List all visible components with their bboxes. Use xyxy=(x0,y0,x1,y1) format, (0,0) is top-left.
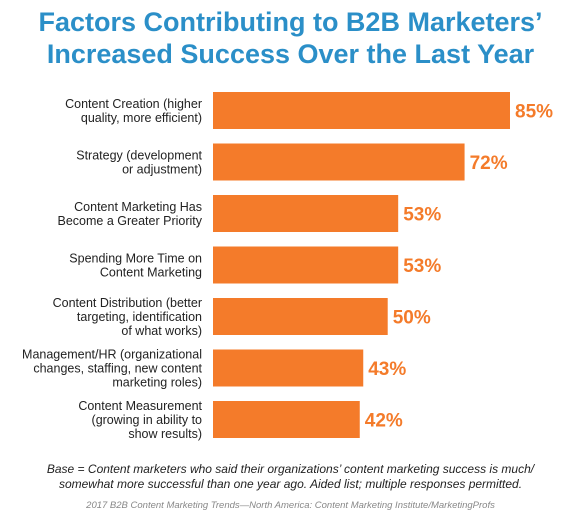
category-label-1: Strategy (development or adjustment) xyxy=(76,149,202,177)
value-label-4: 50% xyxy=(393,308,431,329)
category-label-5: Management/HR (organizational changes, st… xyxy=(22,348,202,390)
chart-title-line-1: Factors Contributing to B2B Marketers’ xyxy=(38,7,543,37)
footnote-line-1: Base = Content marketers who said their … xyxy=(46,462,535,476)
bar-6 xyxy=(213,401,360,438)
value-label-1: 72% xyxy=(470,153,508,174)
chart-title-line-2: Increased Success Over the Last Year xyxy=(46,39,535,69)
footnote: Base = Content marketers who said their … xyxy=(0,462,581,492)
category-label-2: Content Marketing Has Become a Greater Pr… xyxy=(58,200,203,228)
category-label-0: Content Creation (higher quality, more ef… xyxy=(65,97,202,125)
chart-title: Factors Contributing to B2B Marketers’ I… xyxy=(0,6,581,70)
category-label-6: Content Measurement (growing in ability t… xyxy=(78,399,202,441)
value-label-0: 85% xyxy=(515,102,553,123)
footnote-line-2: somewhat more successful than one year a… xyxy=(58,477,523,491)
category-label-3: Spending More Time on Content Marketing xyxy=(69,252,202,280)
bar-0 xyxy=(213,92,510,129)
value-label-5: 43% xyxy=(368,359,406,380)
bar-4 xyxy=(213,298,388,335)
category-label-4: Content Distribution (better targeting, i… xyxy=(53,296,202,338)
value-label-3: 53% xyxy=(403,256,441,277)
value-label-2: 53% xyxy=(403,205,441,226)
bar-2 xyxy=(213,195,399,232)
bar-1 xyxy=(213,143,465,181)
bar-3 xyxy=(213,246,399,284)
source-credit: 2017 B2B Content Marketing Trends—North … xyxy=(86,500,495,511)
value-label-6: 42% xyxy=(365,411,403,432)
bar-5 xyxy=(213,349,364,387)
